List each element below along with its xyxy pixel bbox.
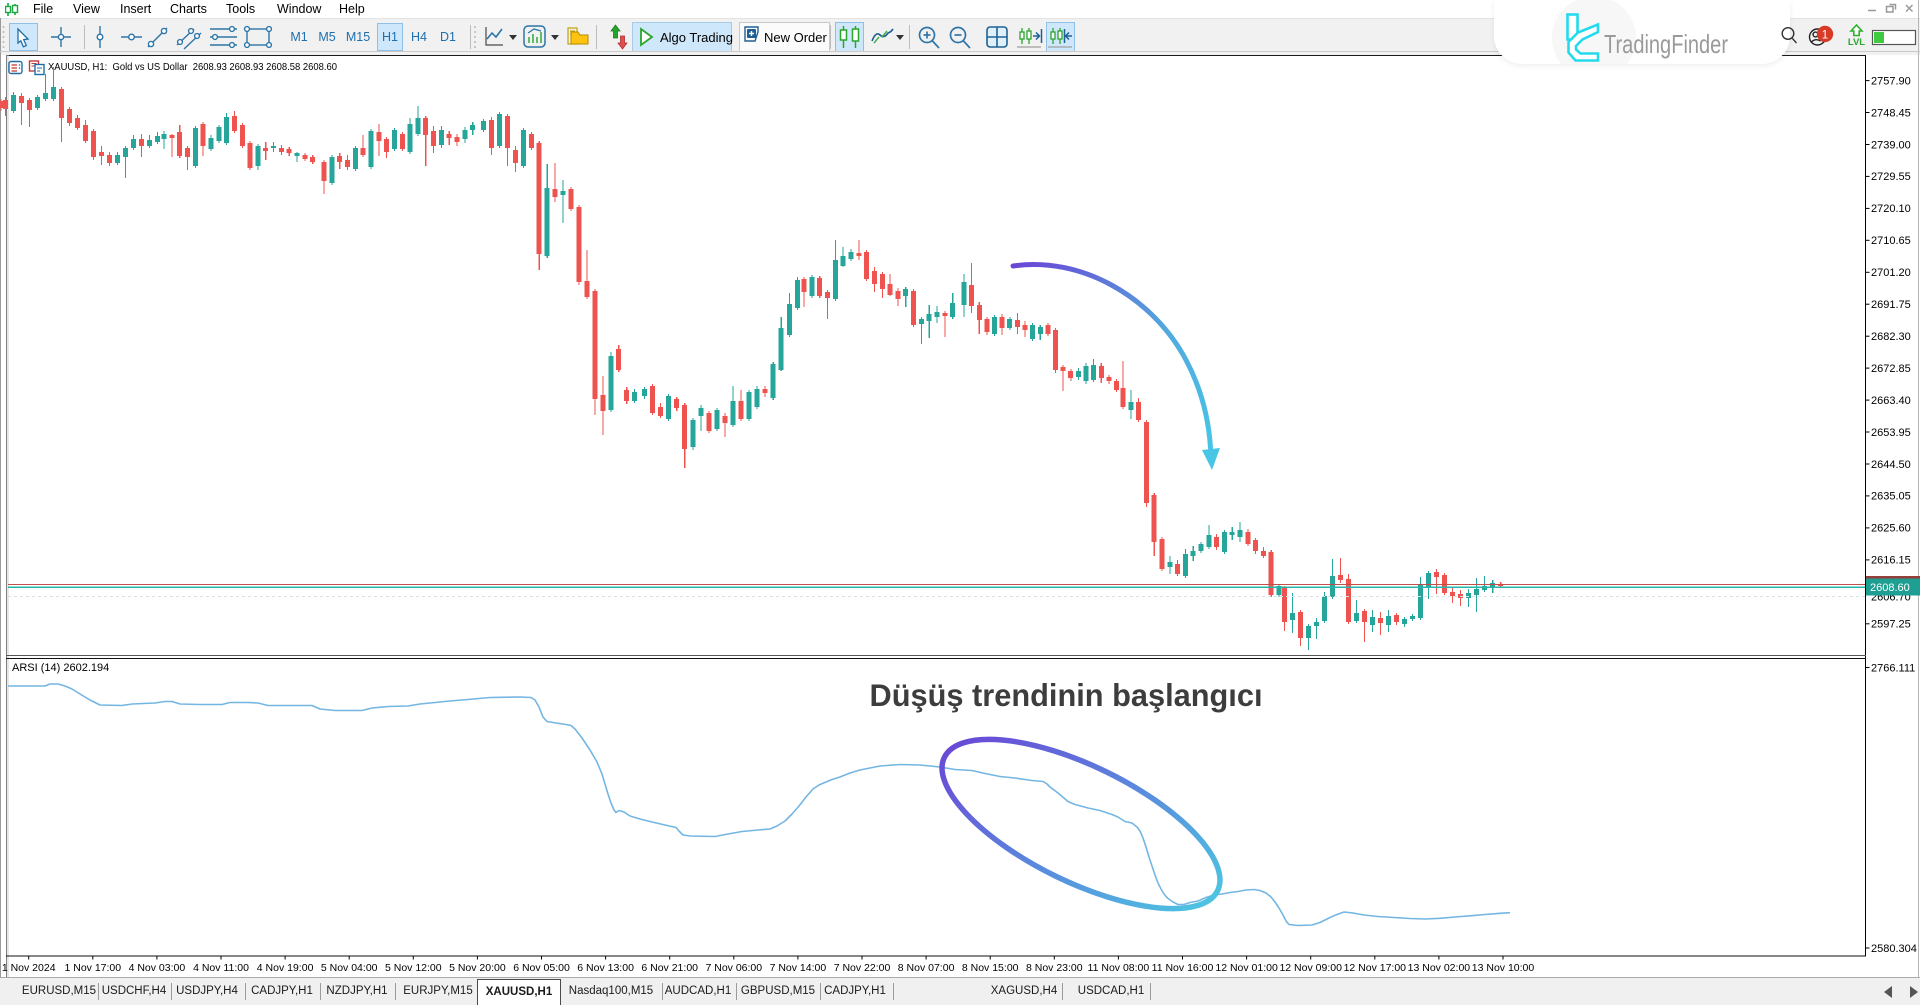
svg-text:2580.304: 2580.304 — [1871, 943, 1917, 955]
svg-text:4 Nov 19:00: 4 Nov 19:00 — [257, 962, 314, 974]
svg-text:2710.65: 2710.65 — [1871, 235, 1911, 247]
svg-text:2682.30: 2682.30 — [1871, 331, 1911, 343]
svg-text:H4: H4 — [411, 30, 427, 44]
svg-text:2766.111: 2766.111 — [1871, 663, 1915, 675]
svg-text:2597.25: 2597.25 — [1871, 619, 1911, 631]
svg-text:2757.90: 2757.90 — [1871, 75, 1911, 87]
svg-text:M1: M1 — [290, 30, 307, 44]
svg-text:D1: D1 — [440, 30, 456, 44]
svg-text:2720.10: 2720.10 — [1871, 203, 1911, 215]
svg-text:M5: M5 — [318, 30, 335, 44]
svg-text:XAUUSD, H1: Gold vs US Dollar: XAUUSD, H1: Gold vs US Dollar 2608.93 26… — [48, 61, 337, 73]
svg-text:ARSI (14) 2602.194: ARSI (14) 2602.194 — [12, 662, 109, 674]
svg-text:M15: M15 — [346, 30, 370, 44]
svg-text:H1: H1 — [382, 30, 398, 44]
svg-text:2616.15: 2616.15 — [1871, 555, 1911, 567]
svg-text:2644.50: 2644.50 — [1871, 459, 1911, 471]
svg-text:LVL: LVL — [1848, 37, 1865, 48]
svg-text:7 Nov 06:00: 7 Nov 06:00 — [705, 962, 762, 974]
svg-text:13 Nov 02:00: 13 Nov 02:00 — [1408, 962, 1471, 974]
svg-text:6 Nov 13:00: 6 Nov 13:00 — [577, 962, 634, 974]
svg-text:8 Nov 07:00: 8 Nov 07:00 — [898, 962, 955, 974]
svg-text:6 Nov 05:00: 6 Nov 05:00 — [513, 962, 570, 974]
svg-text:2691.75: 2691.75 — [1871, 299, 1911, 311]
svg-text:2608.60: 2608.60 — [1870, 582, 1910, 594]
svg-text:Düşüş trendinin başlangıcı: Düşüş trendinin başlangıcı — [870, 677, 1263, 713]
svg-text:7 Nov 14:00: 7 Nov 14:00 — [770, 962, 827, 974]
svg-text:2701.20: 2701.20 — [1871, 267, 1911, 279]
svg-text:6 Nov 21:00: 6 Nov 21:00 — [641, 962, 698, 974]
svg-text:1 Nov 2024: 1 Nov 2024 — [2, 962, 56, 974]
svg-text:7 Nov 22:00: 7 Nov 22:00 — [834, 962, 891, 974]
svg-text:4 Nov 03:00: 4 Nov 03:00 — [129, 962, 186, 974]
svg-text:2748.45: 2748.45 — [1871, 107, 1911, 119]
svg-text:2635.05: 2635.05 — [1871, 491, 1911, 503]
svg-text:5 Nov 04:00: 5 Nov 04:00 — [321, 962, 378, 974]
svg-text:New Order: New Order — [764, 30, 828, 45]
svg-text:8 Nov 23:00: 8 Nov 23:00 — [1026, 962, 1083, 974]
svg-text:11 Nov 08:00: 11 Nov 08:00 — [1088, 962, 1150, 974]
svg-text:11 Nov 16:00: 11 Nov 16:00 — [1152, 962, 1214, 974]
svg-text:5 Nov 12:00: 5 Nov 12:00 — [385, 962, 442, 974]
svg-text:TradingFinder: TradingFinder — [1604, 29, 1728, 59]
svg-text:5 Nov 20:00: 5 Nov 20:00 — [449, 962, 506, 974]
svg-text:1: 1 — [1822, 29, 1828, 41]
svg-text:1 Nov 17:00: 1 Nov 17:00 — [64, 962, 121, 974]
svg-text:Algo Trading: Algo Trading — [660, 30, 733, 45]
svg-text:2625.60: 2625.60 — [1871, 523, 1911, 535]
svg-text:2653.95: 2653.95 — [1871, 427, 1911, 439]
svg-text:12 Nov 17:00: 12 Nov 17:00 — [1344, 962, 1407, 974]
svg-text:2729.55: 2729.55 — [1871, 171, 1911, 183]
svg-text:12 Nov 09:00: 12 Nov 09:00 — [1279, 962, 1342, 974]
svg-text:4 Nov 11:00: 4 Nov 11:00 — [193, 962, 249, 974]
svg-text:2663.40: 2663.40 — [1871, 395, 1911, 407]
svg-text:8 Nov 15:00: 8 Nov 15:00 — [962, 962, 1019, 974]
svg-text:12 Nov 01:00: 12 Nov 01:00 — [1215, 962, 1278, 974]
svg-text:2739.00: 2739.00 — [1871, 139, 1911, 151]
svg-text:13 Nov 10:00: 13 Nov 10:00 — [1472, 962, 1535, 974]
svg-text:2672.85: 2672.85 — [1871, 363, 1911, 375]
